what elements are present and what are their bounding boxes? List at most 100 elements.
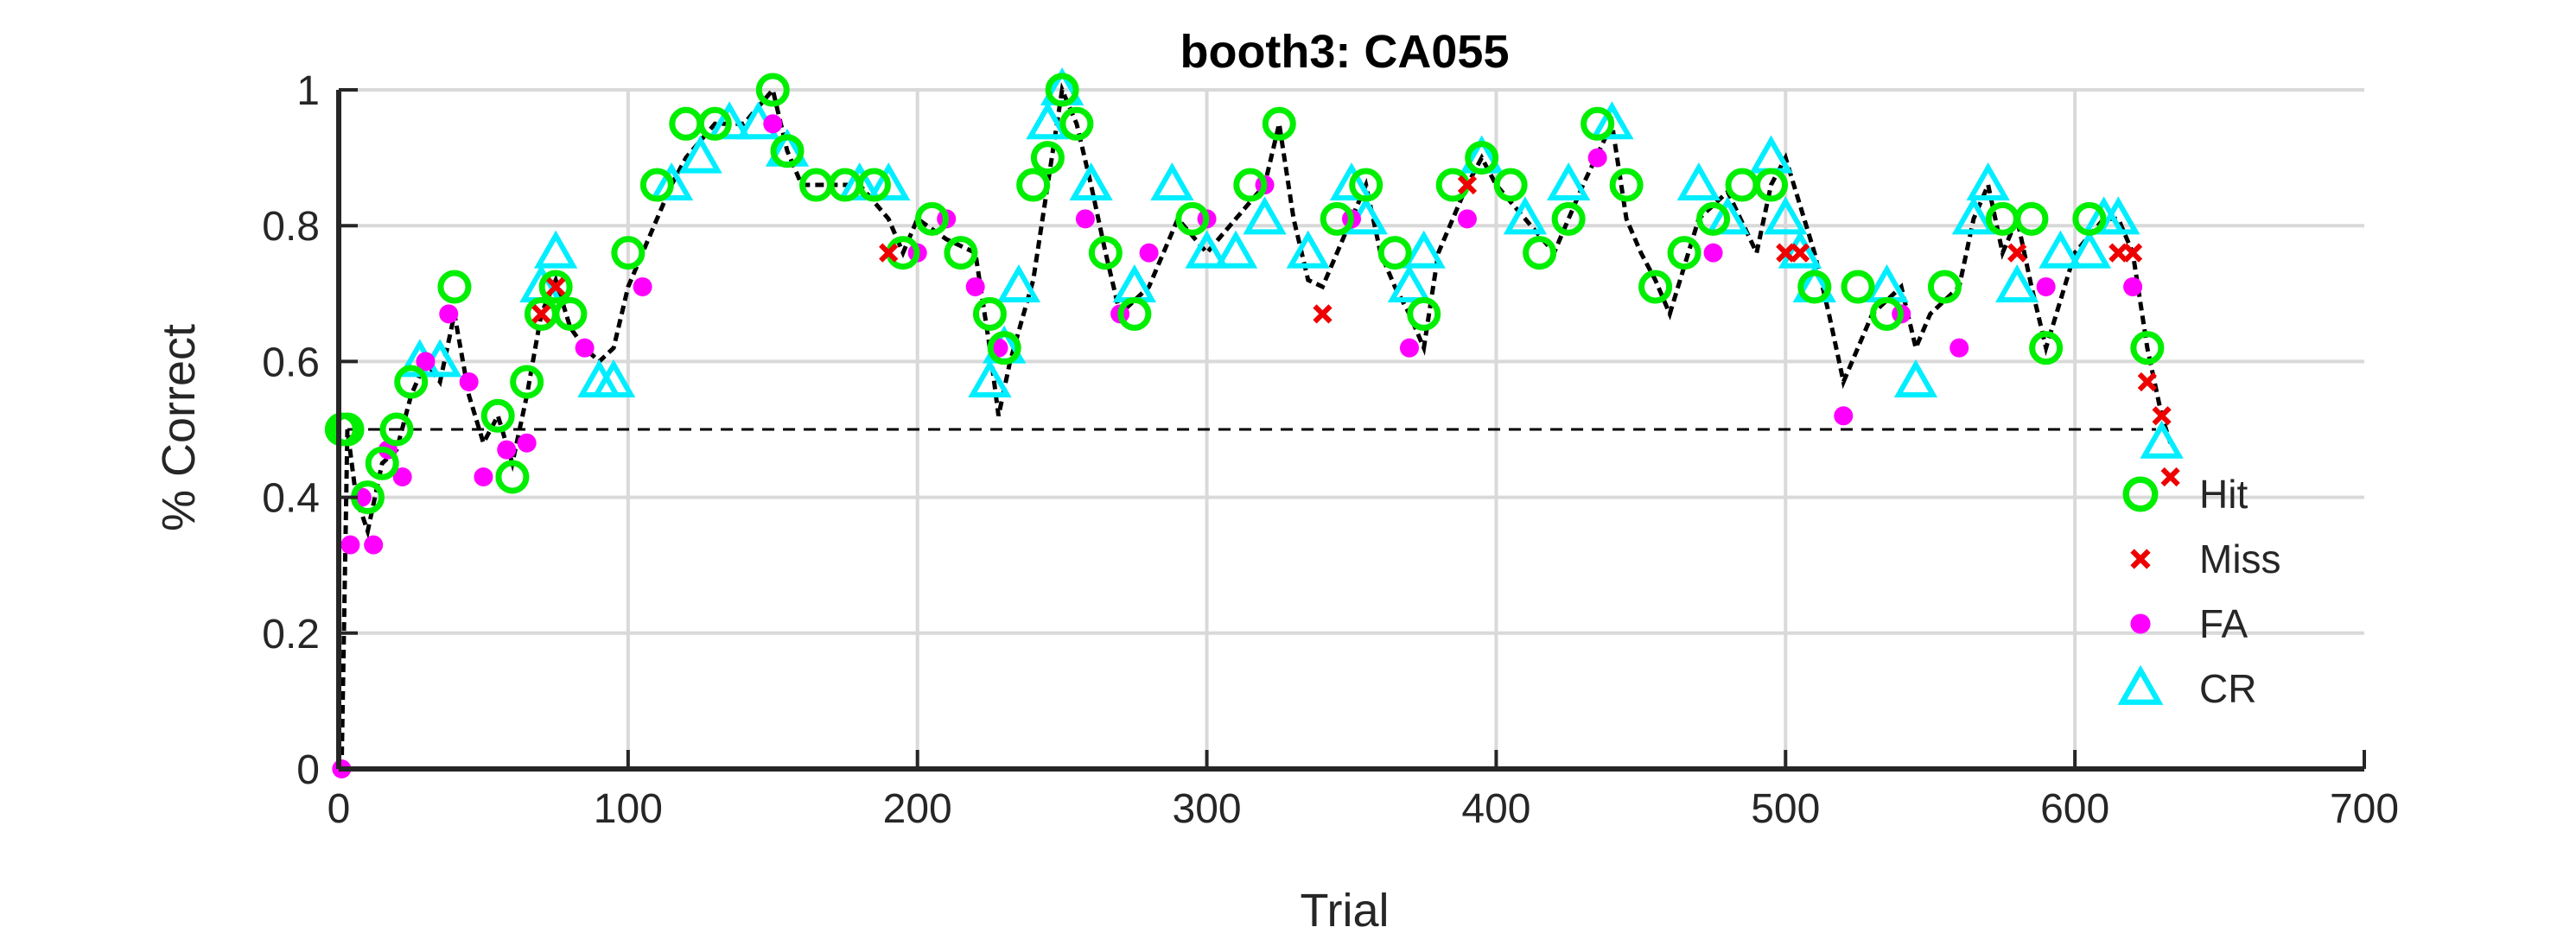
hit-marker <box>1638 270 1673 304</box>
hit-marker <box>553 296 588 331</box>
cr-marker <box>1706 196 1750 235</box>
hit-marker <box>1233 168 1268 202</box>
fa-marker <box>965 276 985 296</box>
x-tick-label: 700 <box>2330 786 2399 832</box>
y-tick-label: 0.8 <box>262 204 320 250</box>
hit-marker <box>639 168 674 202</box>
hit-marker <box>2072 201 2107 236</box>
legend-miss-symbol <box>2130 549 2151 569</box>
miss-marker <box>1457 175 1478 195</box>
fa-marker <box>517 433 537 453</box>
axes <box>336 88 2366 772</box>
fa-marker <box>474 467 493 487</box>
hit-marker <box>1088 236 1123 270</box>
cr-marker <box>1243 196 1287 235</box>
cr-marker <box>1590 101 1634 140</box>
x-tick-label: 0 <box>328 786 351 832</box>
miss-marker <box>1790 243 1810 263</box>
cr-marker <box>867 162 911 201</box>
hit-marker <box>1841 270 1875 304</box>
hit-marker <box>697 106 732 141</box>
fa-marker <box>439 304 459 324</box>
miss-marker <box>879 243 899 263</box>
fa-marker <box>575 338 595 358</box>
hit-marker <box>1754 168 1789 202</box>
cr-marker <box>1387 264 1432 302</box>
y-tick-label: 1 <box>296 68 320 114</box>
miss-marker <box>2137 372 2157 392</box>
hit-marker <box>510 365 544 399</box>
cr-marker <box>1069 162 1113 201</box>
hit-marker <box>1551 201 1586 236</box>
fa-marker <box>416 352 436 372</box>
cr-marker <box>1995 264 2039 302</box>
hit-marker <box>1696 201 1731 236</box>
fa-marker <box>1139 243 1159 263</box>
fa-marker <box>763 114 783 134</box>
hit-marker <box>1609 168 1644 202</box>
fa-marker <box>1457 209 1477 229</box>
cr-marker <box>1185 230 1229 269</box>
hit-marker <box>856 168 891 202</box>
hit-marker <box>1262 106 1296 141</box>
cr-marker <box>996 264 1041 302</box>
fa-marker <box>1587 148 1607 168</box>
y-tick-label: 0 <box>296 747 320 793</box>
hit-marker <box>2029 331 2064 365</box>
fa-marker <box>2036 276 2056 296</box>
hit-marker <box>1869 296 1904 331</box>
cr-marker <box>1951 196 1996 235</box>
cr-marker <box>968 359 1012 397</box>
hit-marker <box>1797 270 1832 304</box>
y-tick-label: 0.2 <box>262 612 320 657</box>
cr-marker <box>837 162 881 201</box>
performance-curve <box>339 81 2172 770</box>
miss-marker <box>1776 243 1796 263</box>
cr-marker <box>1150 162 1194 201</box>
cr-marker <box>2140 420 2184 459</box>
hit-marker <box>1320 201 1354 236</box>
legend-hit-symbol <box>2122 476 2159 512</box>
hit-marker <box>1117 296 1152 331</box>
miss-marker <box>2007 243 2027 263</box>
x-tick-label: 200 <box>883 786 952 832</box>
cr-marker <box>2096 196 2140 235</box>
miss-marker <box>2152 406 2172 426</box>
hit-marker <box>1016 168 1051 202</box>
y-axis-label: % Correct <box>153 324 205 531</box>
fa-marker <box>1703 243 1723 263</box>
cr-marker <box>1503 196 1548 235</box>
cr-marker <box>1778 230 1822 269</box>
fa-marker <box>459 372 479 391</box>
cr-marker <box>1546 162 1591 201</box>
cr-marker <box>1026 101 1070 140</box>
cr-marker <box>591 359 636 397</box>
hit-marker <box>1030 141 1065 175</box>
fa-marker <box>1075 209 1095 229</box>
cr-marker <box>707 101 752 140</box>
cr-marker <box>1764 196 1808 235</box>
cr-marker <box>1966 162 2010 201</box>
x-tick-labels: 0 100 200 300 400 500 600 700 <box>328 786 2399 832</box>
x-axis-label: Trial <box>1301 885 1390 937</box>
cr-marker <box>1676 162 1721 201</box>
hit-marker <box>480 398 515 433</box>
x-tick-label: 300 <box>1173 786 1242 832</box>
hit-marker <box>495 460 530 494</box>
hit-marker <box>1523 236 1557 270</box>
legend-hit-label: Hit <box>2199 472 2248 517</box>
hit-marker <box>1407 296 1441 331</box>
y-tick-label: 0.6 <box>262 340 320 385</box>
cr-marker <box>2067 230 2112 269</box>
hit-marker <box>1581 106 1615 141</box>
fa-marker <box>1399 338 1419 358</box>
hit-marker <box>437 270 472 304</box>
hit-marker <box>944 236 978 270</box>
hit-marker <box>379 412 414 447</box>
hit-marker <box>987 331 1021 365</box>
hit-marker <box>972 296 1007 331</box>
hit-marker <box>1349 168 1383 202</box>
hit-marker <box>1927 270 1962 304</box>
